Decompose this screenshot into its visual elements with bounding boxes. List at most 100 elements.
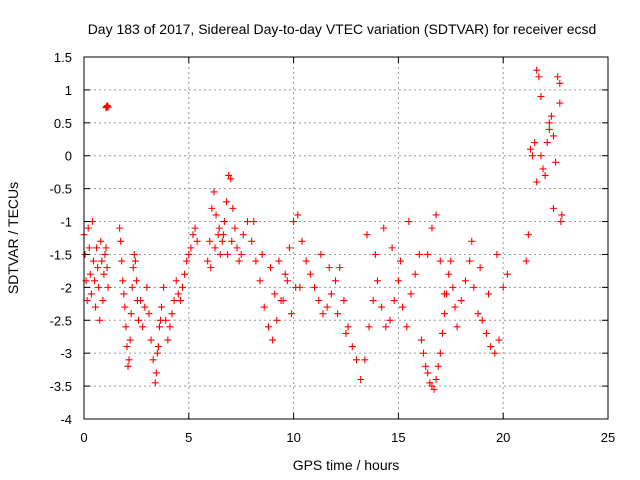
y-tick-label: -3 [60,346,72,361]
data-point [522,257,530,265]
data-point [119,277,127,285]
y-tick-label: -4 [60,412,72,427]
data-point [279,297,287,305]
data-point [468,237,476,245]
data-point [129,264,137,272]
data-point [103,102,111,110]
data-point [176,297,184,305]
data-point [554,73,562,81]
data-point [529,152,537,160]
data-point [556,79,564,87]
ticks-layer: 0 5 10 15 20 25 1.5 1 0.5 0 -0.5 -1 -1.5 -2 -2.5 -3 -3.5… [50,50,616,445]
data-point [535,73,543,81]
data-point [298,237,306,245]
data-point [193,237,201,245]
data-point [151,379,159,387]
data-point [436,349,444,357]
data-point [131,257,139,265]
data-point [524,231,532,239]
data-point [273,316,281,324]
data-point [342,329,350,337]
data-point [223,198,231,206]
data-point [470,283,478,291]
data-point [154,343,162,351]
data-point [84,224,92,232]
y-tick-label: -1.5 [50,247,72,262]
data-point [296,283,304,291]
data-point [487,343,495,351]
data-point [104,283,112,291]
y-tick-label: -3.5 [50,379,72,394]
data-point [237,250,245,258]
data-point [101,250,109,258]
data-point [380,224,388,232]
data-point [373,277,381,285]
data-point [382,323,390,331]
data-point [212,211,220,219]
series-cluster-16-18h [417,211,461,393]
data-point [283,277,291,285]
data-point [485,290,493,298]
data-point [503,270,511,278]
series-cluster-13-16h [357,218,423,384]
data-point [189,231,197,239]
y-tick-label: 1.5 [54,50,72,65]
data-point [445,270,453,278]
data-point [495,336,503,344]
x-tick-label: 20 [496,430,510,445]
data-point [90,277,98,285]
data-point [552,158,560,166]
data-point [158,303,166,311]
data-point [537,92,545,100]
data-point [415,250,423,258]
y-tick-label: 1 [65,83,72,98]
data-point [208,204,216,212]
data-point [102,244,110,252]
data-point [172,277,180,285]
data-point [252,257,260,265]
data-point [86,270,94,278]
data-point [256,277,264,285]
data-point [302,257,310,265]
data-point [155,323,163,331]
series-cluster-21-23h [522,66,566,265]
data-point [149,356,157,364]
data-point [224,250,232,258]
data-point [124,362,132,370]
data-point [447,257,455,265]
data-point [219,231,227,239]
data-point [98,257,106,265]
data-point [164,336,172,344]
data-point [352,356,360,364]
data-point [451,303,459,311]
data-point [547,112,555,120]
y-tick-label: -1 [60,215,72,230]
data-point [394,277,402,285]
data-point [235,257,243,265]
data-point [128,283,136,291]
data-point [317,250,325,258]
plot-frame [83,56,609,420]
data-point [325,264,333,272]
data-point [533,66,541,74]
data-point [211,244,219,252]
data-point [411,270,419,278]
data-point [365,323,373,331]
data-point [95,283,103,291]
data-point [99,297,107,305]
data-point [185,250,193,258]
data-point [290,218,298,226]
series-cluster-6-7.5h [204,171,245,272]
data-point [210,188,218,196]
grid-layer [84,57,608,419]
y-tick-label: 0 [65,149,72,164]
data-point [336,264,344,272]
data-point [545,119,553,127]
data-point [137,297,145,305]
data-point [85,244,93,252]
data-point [491,349,499,357]
data-point [228,237,236,245]
data-point [420,349,428,357]
data-point [478,316,486,324]
chart-title: Day 183 of 2017, Sidereal Day-to-day VTE… [88,21,597,37]
